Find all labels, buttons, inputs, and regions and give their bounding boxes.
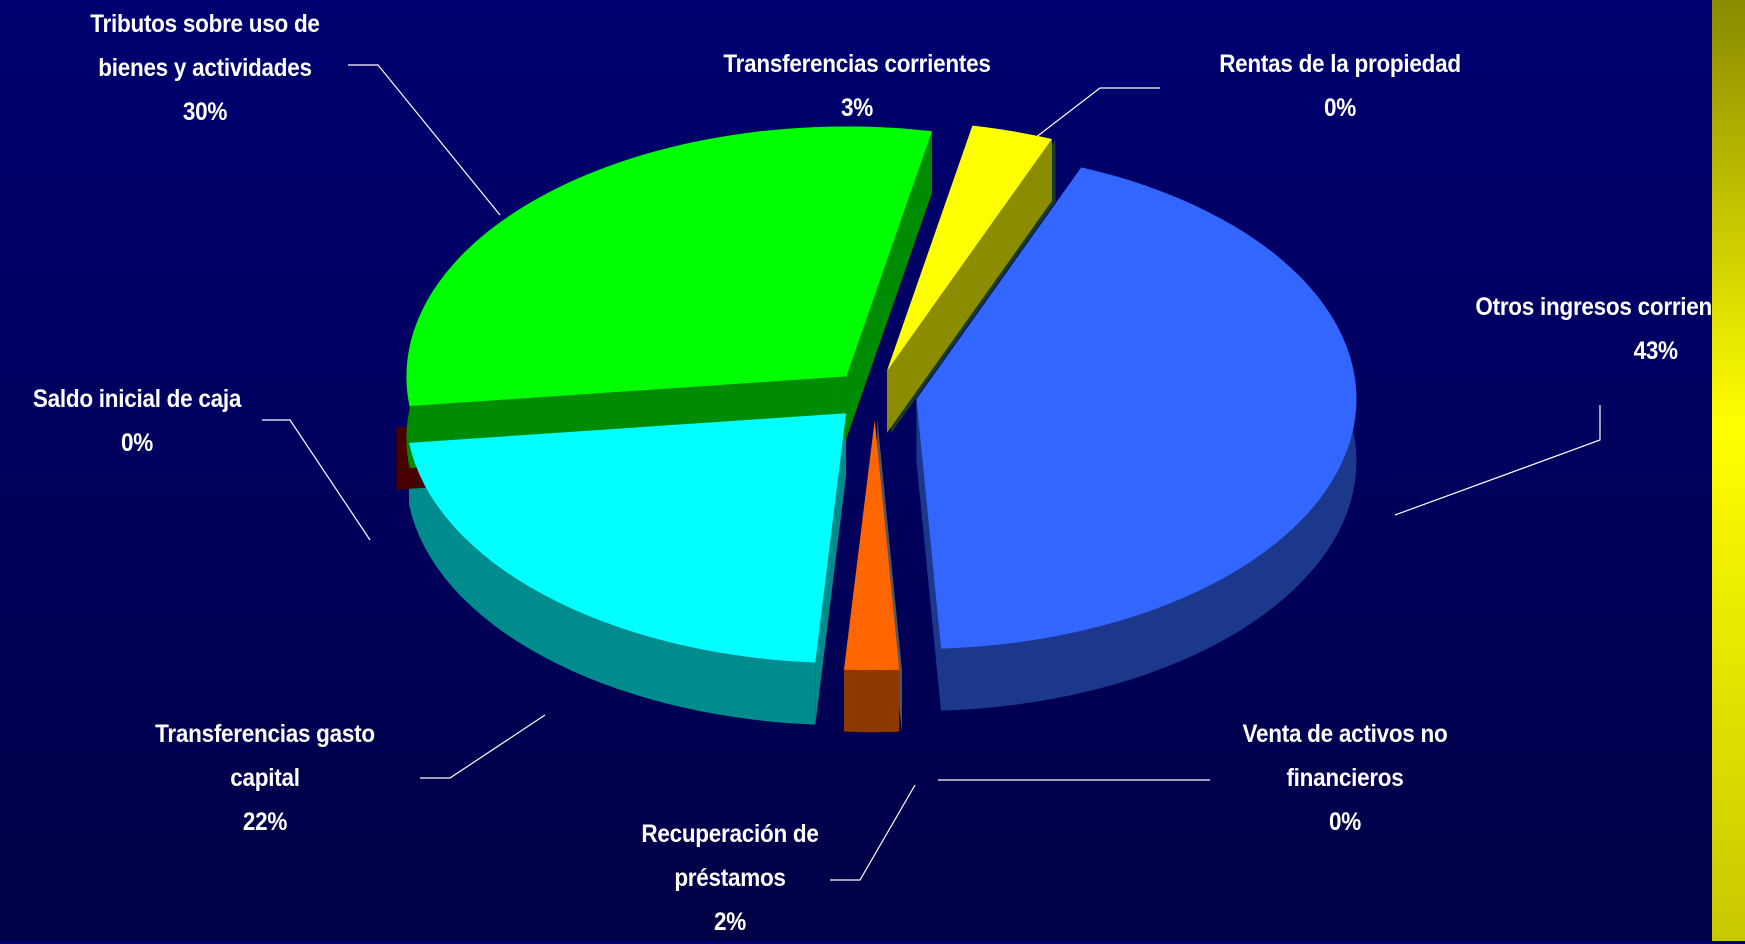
slice: [409, 413, 847, 663]
slice-percent: 2%: [713, 908, 746, 936]
slice-name: Transferencias gasto capital: [155, 720, 375, 792]
leader-line: [420, 714, 546, 779]
slice-label: Saldo inicial de caja 0%: [2, 377, 272, 465]
slice: [844, 420, 900, 671]
slice-label: Transferencias corrientes 3%: [677, 42, 1037, 130]
slice: [406, 126, 932, 407]
slice-wall: [409, 442, 816, 725]
slice-face: [815, 413, 847, 725]
leader-line: [348, 64, 501, 216]
leader-line: [830, 784, 916, 881]
slice-face: [886, 139, 1052, 433]
slice-percent: 0%: [1328, 808, 1361, 836]
slice-label: Otros ingresos corrien 43%: [1334, 285, 1712, 373]
slice-name: Saldo inicial de caja: [32, 385, 242, 413]
slice-name: Otros ingresos corrien: [1475, 293, 1712, 321]
side-bar: [1712, 0, 1745, 941]
slice: [916, 167, 1357, 649]
pie-tops: [396, 125, 1357, 671]
slice-wall: [940, 167, 1357, 711]
slice-label: Transferencias gasto capital 22%: [135, 712, 396, 844]
slice-percent: 22%: [242, 808, 288, 836]
leader-line: [1034, 87, 1160, 139]
slice-name: Tributos sobre uso de bienes y actividad…: [90, 10, 320, 82]
slice-name: Recuperación de préstamos: [641, 820, 819, 892]
slice-label: Venta de activos no financieros 0%: [1219, 712, 1471, 844]
slice-percent: 3%: [840, 94, 873, 122]
slice-label: Recuperación de préstamos 2%: [622, 812, 838, 944]
slice-label: Tributos sobre uso de bienes y actividad…: [61, 2, 349, 134]
slice-name: Transferencias corrientes: [723, 50, 991, 78]
slice-percent: 30%: [182, 98, 228, 126]
slice-percent: 43%: [1633, 337, 1678, 365]
leader-lines: [262, 64, 1601, 881]
slice: [886, 125, 1052, 371]
slice-label: Rentas de la propiedad 0%: [1160, 42, 1520, 130]
slice-face: [846, 131, 932, 439]
slice-name: Venta de activos no financieros: [1242, 720, 1448, 792]
slice-name: Rentas de la propiedad: [1219, 50, 1461, 78]
slice-percent: 0%: [120, 429, 153, 457]
leader-line: [1394, 405, 1601, 516]
slice-wall: [844, 669, 900, 733]
slice-face: [916, 399, 941, 711]
slice-percent: 0%: [1323, 94, 1356, 122]
leader-line: [262, 419, 371, 541]
